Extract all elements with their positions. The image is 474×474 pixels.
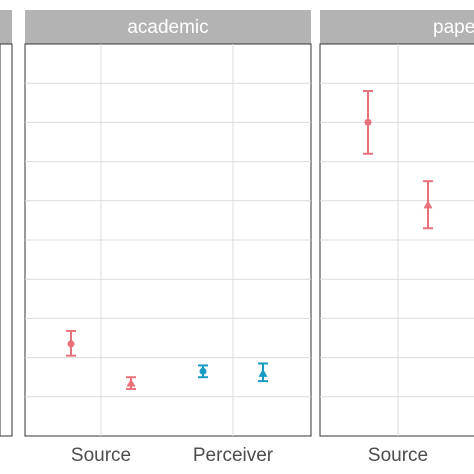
x-tick-label-perceiver: Perceiver	[193, 445, 274, 466]
gridlines-pape	[320, 44, 474, 436]
facet-border-left	[0, 43, 13, 437]
gridlines-academic	[25, 44, 311, 436]
point-triangle	[258, 368, 268, 377]
facet-strip-label-pape: pape	[433, 17, 474, 38]
point-triangle	[423, 200, 433, 209]
facet-strip-academic	[25, 10, 311, 44]
point-circle	[199, 367, 207, 375]
point-triangle	[126, 378, 136, 387]
facet-panel-academic: academic Source Perceiver	[24, 10, 312, 466]
x-tick-label-source: Source	[71, 445, 131, 466]
marks-academic	[66, 329, 268, 390]
x-tick-label-source-pape: Source	[368, 445, 428, 466]
facet-panel-pape: pape Source	[319, 10, 474, 466]
marks-pape	[363, 90, 433, 230]
point-circle	[364, 118, 372, 126]
facet-strip-label-academic: academic	[127, 17, 208, 38]
facet-strip-pape	[320, 10, 474, 44]
point-circle	[67, 340, 75, 348]
facet-panel-left-partial	[0, 10, 13, 437]
facet-strip-left	[0, 10, 12, 44]
